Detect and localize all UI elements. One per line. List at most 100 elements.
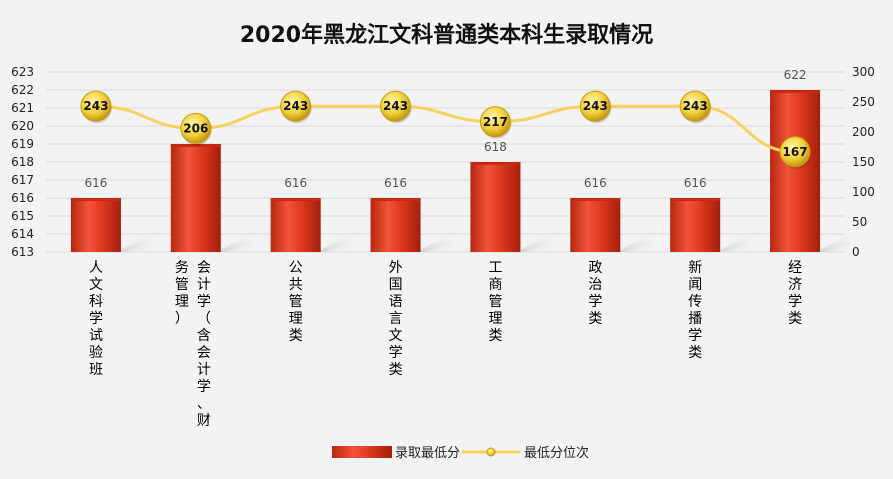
category-labels: 人文科学试验班会计学（含会计学、财务管理）公共管理类外国语言文学类工商管理类政治… bbox=[89, 260, 802, 429]
bar-data-label: 616 bbox=[684, 176, 707, 190]
bar bbox=[570, 198, 621, 252]
bar-data-label: 616 bbox=[584, 176, 607, 190]
rank-marker-label: 243 bbox=[83, 99, 108, 113]
category-label-char: 语 bbox=[389, 294, 403, 310]
category-label-char: 类 bbox=[688, 345, 702, 361]
category-label-char: 理 bbox=[488, 311, 502, 327]
rank-marker bbox=[479, 106, 511, 138]
category-label-char: 学 bbox=[688, 328, 702, 344]
category-label-char: （ bbox=[197, 311, 211, 327]
category-label-char: 外 bbox=[389, 260, 403, 276]
category-label-char: 文 bbox=[89, 277, 103, 293]
category-label-char: 学 bbox=[89, 311, 103, 327]
rank-marker bbox=[679, 90, 711, 122]
rank-marker bbox=[280, 90, 312, 122]
bar-shadow-2 bbox=[720, 228, 761, 252]
category-label-char: 政 bbox=[588, 260, 602, 276]
y-right-tick-label: 50 bbox=[852, 215, 867, 229]
bars bbox=[70, 90, 821, 252]
rank-marker-label: 217 bbox=[483, 115, 508, 129]
y-right-tick-label: 200 bbox=[852, 125, 875, 139]
gridlines bbox=[46, 71, 845, 253]
bar bbox=[270, 198, 321, 252]
bar-data-label: 616 bbox=[284, 176, 307, 190]
category-label-char: 理 bbox=[175, 294, 189, 310]
y-left-tick-label: 617 bbox=[11, 173, 34, 187]
category-label-char: 经 bbox=[788, 260, 802, 276]
category-label-char: 言 bbox=[389, 311, 403, 327]
category-label-char: 传 bbox=[688, 294, 702, 310]
category-label-char: 类 bbox=[389, 362, 403, 378]
bar-shadow-2 bbox=[820, 228, 861, 252]
bar bbox=[670, 198, 721, 252]
category-label-char: 闻 bbox=[688, 277, 702, 293]
rank-marker bbox=[779, 136, 811, 168]
category-label-char: 管 bbox=[488, 294, 502, 310]
y-left-tick-label: 623 bbox=[11, 65, 34, 79]
category-label-char: 国 bbox=[389, 277, 403, 293]
bar-top bbox=[170, 144, 221, 147]
category-label-char: 新 bbox=[688, 260, 702, 276]
bar bbox=[170, 144, 221, 252]
category-label-char: 计 bbox=[197, 277, 211, 293]
y-left-tick-label: 616 bbox=[11, 191, 34, 205]
category-label-char: 文 bbox=[389, 328, 403, 344]
bar-top bbox=[270, 198, 321, 201]
category-label-char: ） bbox=[175, 311, 189, 327]
y-right-tick-label: 100 bbox=[852, 185, 875, 199]
y-axis-left: 613 614 615 616 617 618 619 620 621 622 623 bbox=[11, 65, 34, 259]
legend-line-marker bbox=[486, 447, 496, 457]
rank-markers: 243 206 243 243 217 243 243 167 bbox=[80, 90, 812, 169]
category-label-char: 治 bbox=[588, 277, 602, 293]
bar bbox=[370, 198, 421, 252]
y-left-tick-label: 614 bbox=[11, 227, 34, 241]
rank-marker-label: 243 bbox=[583, 99, 608, 113]
y-right-tick-label: 150 bbox=[852, 155, 875, 169]
bar-data-label: 616 bbox=[384, 176, 407, 190]
category-label-char: 学 bbox=[389, 345, 403, 361]
bar bbox=[770, 90, 821, 252]
category-label-char: 类 bbox=[588, 311, 602, 327]
bar-shadow-2 bbox=[520, 228, 561, 252]
bar-shadows bbox=[120, 228, 861, 252]
legend-bar-swatch bbox=[332, 446, 392, 458]
bar-top bbox=[670, 198, 721, 201]
bar bbox=[70, 198, 121, 252]
category-label-char: 计 bbox=[197, 362, 211, 378]
y-right-tick-label: 300 bbox=[852, 65, 875, 79]
y-left-tick-label: 618 bbox=[11, 155, 34, 169]
y-left-tick-label: 615 bbox=[11, 209, 34, 223]
category-label-char: 验 bbox=[89, 345, 103, 361]
bar-top bbox=[470, 162, 521, 165]
chart-title: 2020年黑龙江文科普通类本科生录取情况 bbox=[240, 22, 653, 48]
bar-top bbox=[570, 198, 621, 201]
y-left-tick-label: 620 bbox=[11, 119, 34, 133]
y-left-tick-label: 619 bbox=[11, 137, 34, 151]
bar bbox=[470, 162, 521, 252]
y-left-tick-label: 622 bbox=[11, 83, 34, 97]
category-label-char: 共 bbox=[289, 277, 303, 293]
category-label-char: 财 bbox=[197, 413, 211, 429]
category-label-char: 试 bbox=[89, 328, 103, 344]
rank-marker-label: 243 bbox=[283, 99, 308, 113]
category-label-char: 类 bbox=[788, 311, 802, 327]
category-label-char: 播 bbox=[688, 311, 702, 327]
y-axis-right: 0 50 100 150 200 250 300 bbox=[852, 65, 875, 259]
category-label-char: 公 bbox=[289, 260, 303, 276]
rank-marker bbox=[80, 90, 112, 122]
category-label-char: 人 bbox=[89, 260, 103, 276]
bar-data-label: 616 bbox=[84, 176, 107, 190]
legend-bar-label: 录取最低分 bbox=[395, 446, 460, 461]
category-label-char: 工 bbox=[488, 260, 502, 276]
rank-marker bbox=[579, 90, 611, 122]
category-label-char: 类 bbox=[488, 328, 502, 344]
category-label-char: 、 bbox=[197, 396, 211, 412]
category-label-char: 济 bbox=[788, 277, 802, 293]
bar-top bbox=[70, 198, 121, 201]
category-label-char: 含 bbox=[197, 328, 211, 344]
category-label-char: 学 bbox=[197, 294, 211, 310]
bar-shadow-2 bbox=[220, 228, 261, 252]
category-label-char: 会 bbox=[197, 260, 211, 276]
category-label-char: 班 bbox=[89, 362, 103, 378]
